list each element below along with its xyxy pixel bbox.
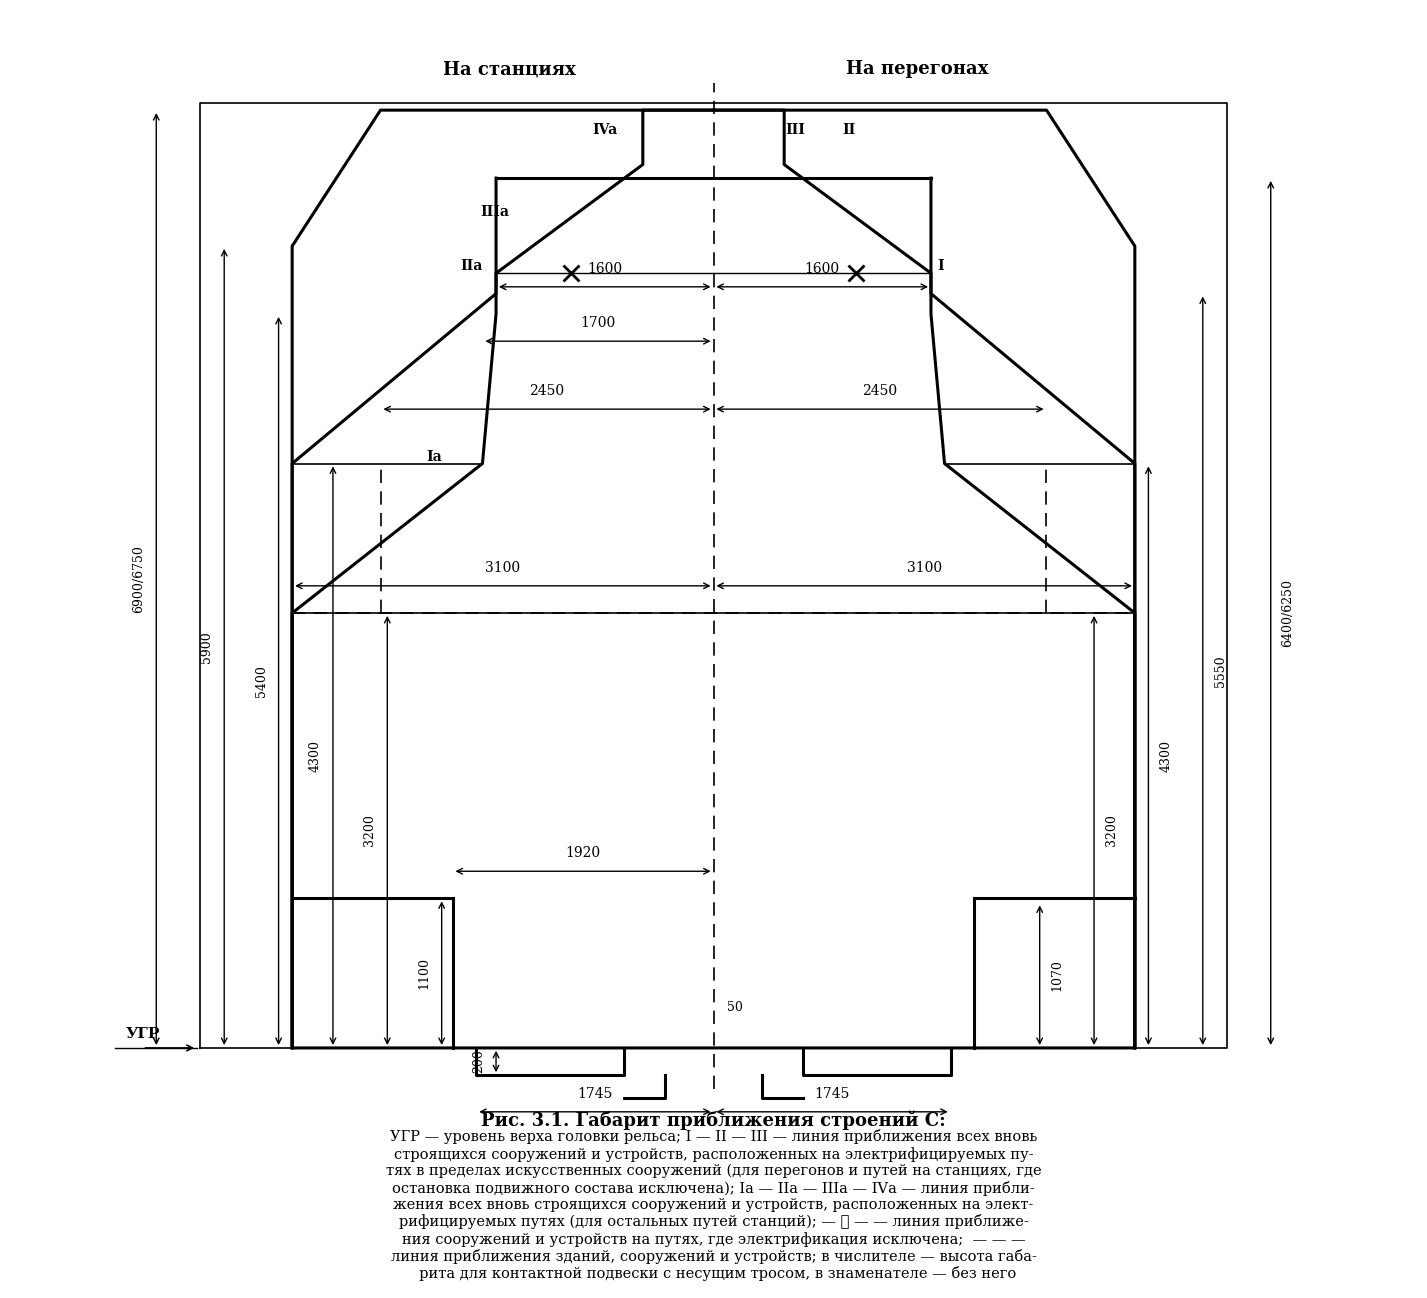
Text: 2450: 2450 [862, 384, 898, 398]
Text: 1920: 1920 [565, 846, 601, 861]
Text: 1070: 1070 [1050, 959, 1063, 992]
Text: 5900: 5900 [200, 631, 214, 663]
Text: На станциях: На станциях [444, 61, 577, 78]
Text: 3100: 3100 [906, 561, 942, 575]
Text: IIIa: IIIa [481, 205, 509, 219]
Text: 1600: 1600 [586, 262, 622, 276]
Text: 5550: 5550 [1213, 655, 1227, 687]
Text: 3100: 3100 [485, 561, 521, 575]
Text: IIa: IIa [459, 260, 482, 274]
Text: IVa: IVa [592, 123, 618, 138]
Text: 1100: 1100 [418, 957, 431, 989]
Text: III: III [785, 123, 805, 138]
Text: УГР: УГР [126, 1027, 160, 1041]
Text: 1745: 1745 [578, 1086, 612, 1101]
Text: 1600: 1600 [805, 262, 841, 276]
Text: 4300: 4300 [310, 740, 323, 772]
Text: Ia: Ia [425, 449, 442, 463]
Text: 3200: 3200 [1104, 815, 1117, 846]
Text: 200: 200 [472, 1050, 485, 1073]
Text: 5400: 5400 [254, 665, 268, 697]
Text: 3200: 3200 [364, 815, 377, 846]
Text: 4300: 4300 [1159, 740, 1173, 772]
Text: I: I [938, 260, 945, 274]
Text: Рис. 3.1. Габарит приближения строений С:: Рис. 3.1. Габарит приближения строений С… [481, 1110, 946, 1129]
Text: На перегонах: На перегонах [846, 61, 989, 78]
Text: УГР — уровень верха головки рельса; I — II — III — линия приближения всех вновь
: УГР — уровень верха головки рельса; I — … [385, 1129, 1042, 1281]
Text: 1745: 1745 [815, 1086, 849, 1101]
Text: 6900/6750: 6900/6750 [133, 545, 146, 613]
Text: 2450: 2450 [529, 384, 565, 398]
Text: 1700: 1700 [581, 317, 615, 330]
Text: 50: 50 [728, 1001, 743, 1014]
Text: 6400/6250: 6400/6250 [1281, 579, 1294, 646]
Text: II: II [843, 123, 856, 138]
